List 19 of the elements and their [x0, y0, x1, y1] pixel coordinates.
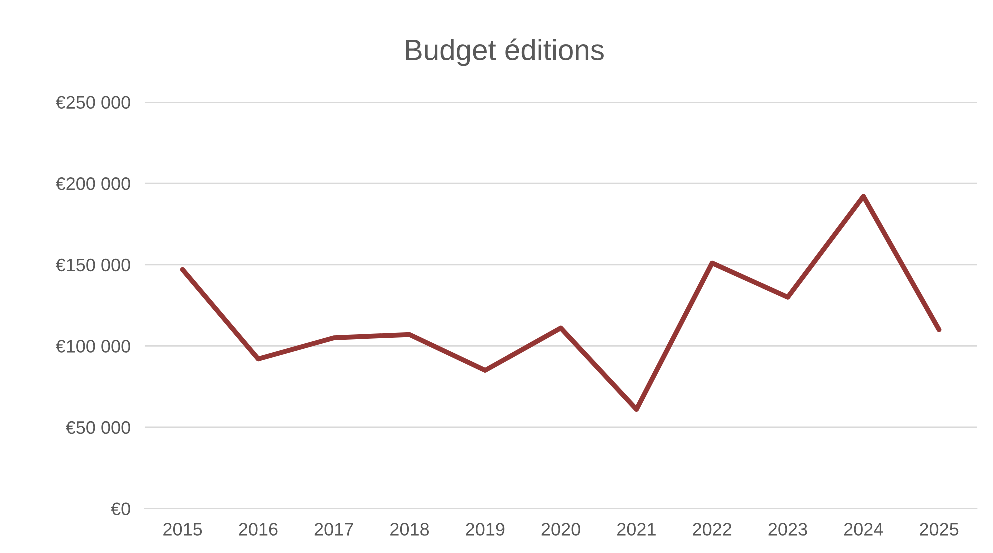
y-tick-label: €100 000: [56, 340, 130, 353]
x-tick-label: 2024: [844, 523, 884, 536]
x-tick-label: 2021: [618, 523, 656, 536]
chart-title: Budget éditions: [406, 38, 604, 66]
x-tick-label: 2018: [390, 523, 430, 536]
y-tick-label: €250 000: [56, 96, 130, 110]
x-tick-label: 2022: [693, 523, 732, 536]
y-tick-label: €0: [111, 502, 130, 516]
line-series: [180, 194, 942, 412]
x-tick-label: 2019: [466, 523, 505, 536]
y-tick-label: €150 000: [56, 258, 130, 272]
x-tick-label: 2016: [239, 523, 278, 536]
x-tick-label: 2023: [768, 523, 808, 536]
x-tick-label: 2020: [542, 523, 580, 536]
y-tick-label: €200 000: [56, 178, 130, 190]
x-tick-label: 2015: [164, 523, 202, 536]
x-tick-label: 2025: [920, 523, 959, 536]
y-tick-label: €50 000: [66, 421, 130, 434]
x-tick-label: 2017: [314, 523, 354, 536]
